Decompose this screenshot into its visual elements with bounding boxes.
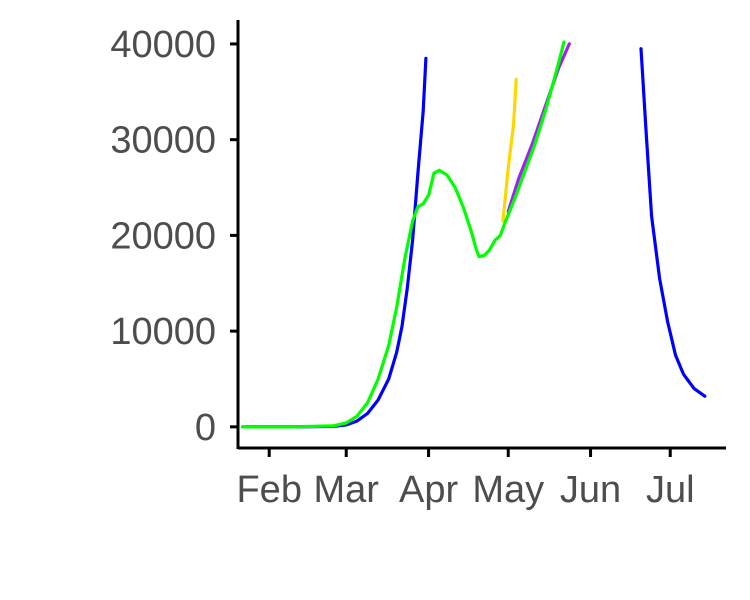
series-line-2 [639,47,707,398]
y-tick-label: 10000 [110,311,216,353]
plot-lines [241,40,707,429]
series-line-3 [501,77,518,223]
series-line-1 [241,56,428,429]
x-tick-label: May [472,469,544,511]
x-tick-label: Jun [560,469,621,511]
x-axis-ticks: Feb Mar Apr May Jun Jul [236,448,695,511]
y-axis-ticks: 0 10000 20000 30000 40000 [110,24,238,449]
x-tick-label: Jul [646,469,695,511]
y-tick-label: 40000 [110,24,216,66]
series-line-4 [506,42,571,214]
y-tick-label: 30000 [110,120,216,162]
x-tick-label: Feb [236,469,301,511]
y-tick-label: 20000 [110,215,216,257]
x-tick-label: Apr [399,469,458,511]
x-tick-label: Mar [314,469,380,511]
series-line-5 [241,40,566,429]
y-tick-label: 0 [195,407,216,449]
